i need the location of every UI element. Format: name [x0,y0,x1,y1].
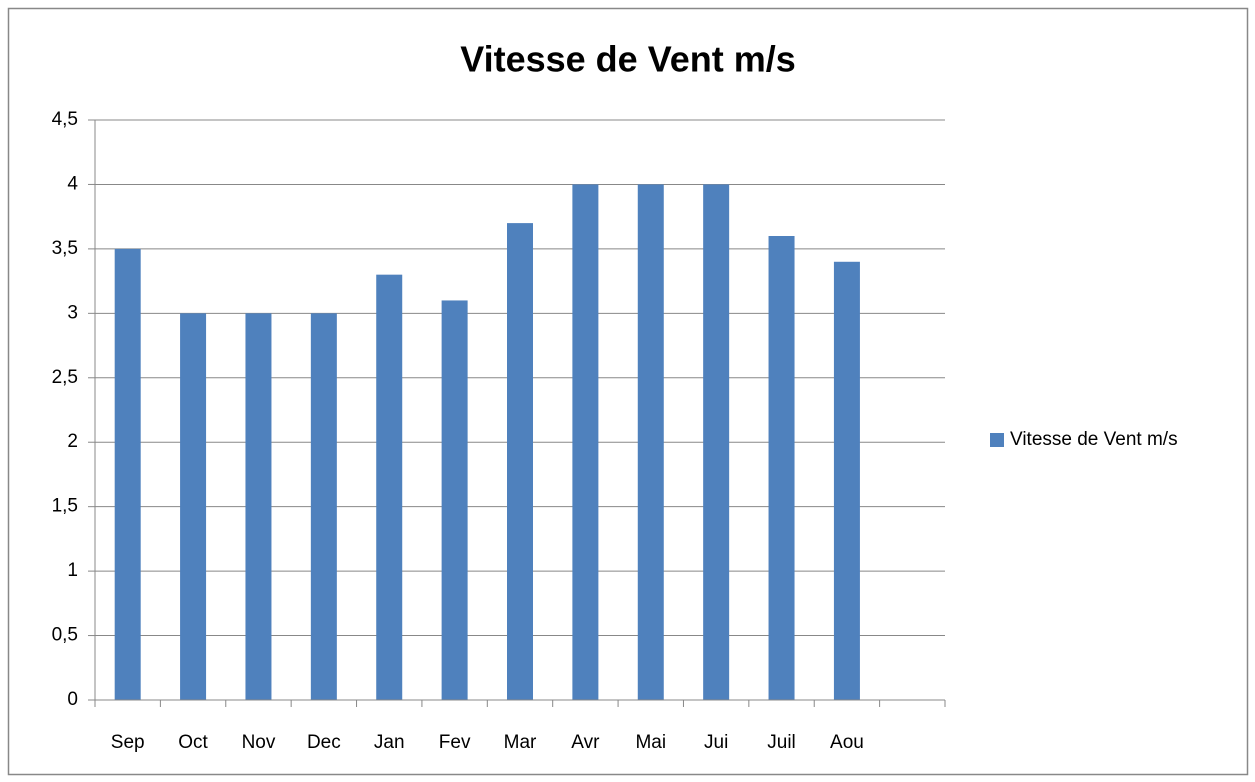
x-tick-label: Mar [504,732,537,753]
x-tick-label: Avr [571,732,600,753]
bar [833,261,860,700]
bar [768,236,795,700]
x-tick-label: Fev [439,732,471,753]
bar [441,300,468,700]
bar [637,184,664,700]
y-tick-label: 1,5 [52,496,78,517]
x-tick-label: Jan [374,732,405,753]
bar [310,313,337,700]
bar [245,313,272,700]
x-tick-label: Dec [307,732,341,753]
bar [376,274,403,700]
bar [507,223,533,700]
y-tick-label: 3,5 [52,238,78,259]
x-tick-label: Juil [767,732,796,753]
legend-label: Vitesse de Vent m/s [1010,429,1178,450]
x-tick-label: Sep [111,732,145,753]
bar [572,184,599,700]
y-tick-label: 2 [67,431,78,452]
y-tick-label: 3 [67,302,78,323]
x-tick-label: Oct [178,732,208,753]
y-tick-label: 4 [67,173,78,194]
bar [114,248,141,700]
x-tick-label: Aou [830,732,864,753]
y-tick-label: 1 [67,560,78,581]
bar [180,313,207,700]
y-tick-label: 0,5 [52,625,78,646]
chart-frame [7,7,1249,776]
x-tick-label: Nov [242,732,276,753]
x-tick-label: Jui [704,732,728,753]
chart-title: Vitesse de Vent m/s [460,39,796,80]
y-tick-label: 2,5 [52,367,78,388]
y-tick-label: 4,5 [52,109,78,130]
x-tick-label: Mai [635,732,666,753]
legend-swatch [990,433,1004,447]
bar [703,184,730,700]
y-tick-label: 0 [67,689,78,710]
